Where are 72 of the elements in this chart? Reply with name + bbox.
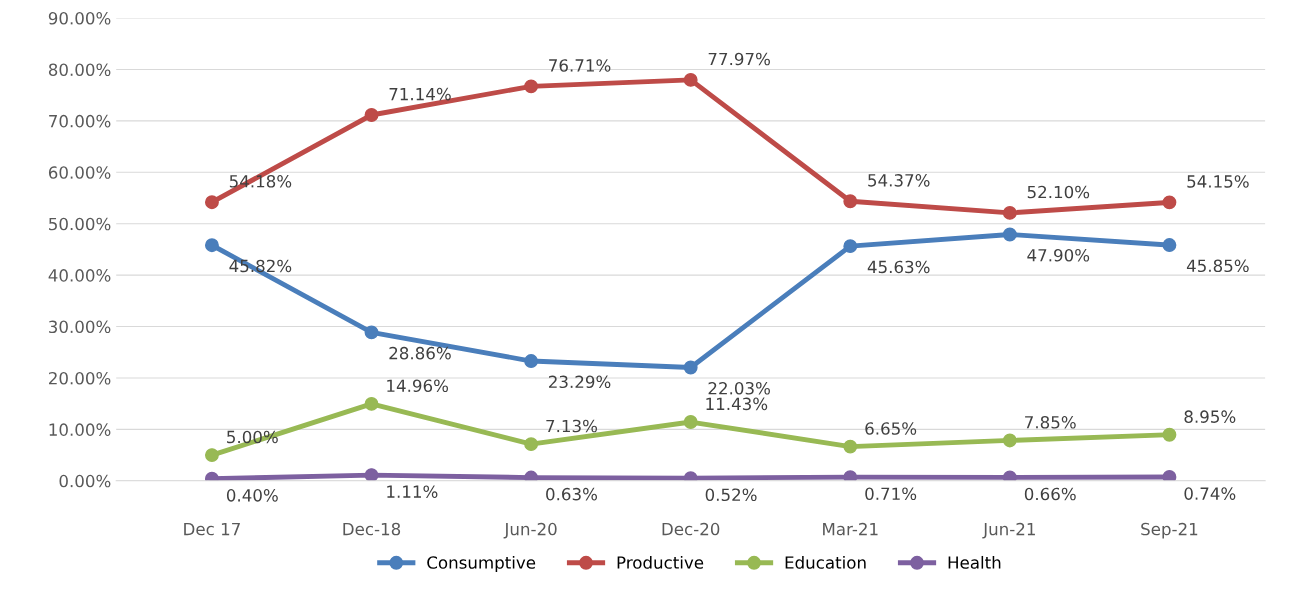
y-tick-label: 50.00% — [49, 217, 111, 231]
data-label: 52.10% — [1027, 185, 1090, 199]
data-label: 11.43% — [706, 397, 768, 411]
legend-label: Consumptive — [427, 555, 536, 573]
data-label: 0.40% — [226, 489, 278, 502]
x-tick-label: Mar-21 — [823, 522, 878, 536]
point — [1162, 195, 1177, 210]
point — [204, 195, 219, 210]
x-tick-label: Dec 17 — [184, 522, 240, 536]
point — [843, 470, 858, 481]
y-tick-label: 60.00% — [48, 166, 111, 179]
legend-label: Education — [785, 555, 866, 569]
point — [524, 354, 539, 368]
data-label: 0.63% — [546, 487, 598, 501]
y-tick-label: 20.00% — [49, 371, 111, 385]
y-tick-label: 90.00% — [48, 11, 111, 25]
point — [524, 79, 539, 94]
x-tick-label: Jun-20 — [503, 522, 557, 539]
point — [364, 468, 379, 481]
point — [683, 415, 698, 429]
point — [1002, 205, 1017, 220]
x-tick-label: Sep-21 — [1141, 522, 1198, 539]
data-label: 7.13% — [546, 419, 598, 433]
legend-label: Health — [948, 555, 1001, 569]
x-tick-label: Dec-20 — [662, 522, 720, 536]
point — [204, 448, 219, 463]
point — [843, 194, 858, 209]
point — [843, 439, 858, 454]
data-label: 54.15% — [1187, 175, 1249, 188]
data-label: 6.65% — [865, 422, 917, 435]
data-label: 77.97% — [708, 52, 770, 66]
point — [1002, 470, 1017, 481]
point — [524, 437, 539, 452]
point — [1162, 470, 1177, 481]
legend-label: Productive — [617, 555, 704, 569]
data-label: 14.96% — [387, 379, 449, 393]
y-tick-label: 30.00% — [49, 320, 111, 334]
point — [1162, 427, 1177, 442]
point — [364, 396, 379, 411]
x-tick-label: Dec-18 — [343, 522, 401, 536]
data-label: 47.90% — [1027, 248, 1090, 262]
data-label: 22.03% — [708, 381, 770, 395]
data-label: 0.71% — [865, 487, 917, 501]
y-tick-label: 70.00% — [49, 114, 111, 128]
point — [364, 325, 379, 340]
y-tick-label: 40.00% — [48, 269, 111, 282]
y-tick-label: 0.00% — [59, 474, 111, 488]
data-label: 54.37% — [868, 174, 930, 187]
point — [364, 108, 379, 122]
point — [683, 72, 698, 87]
data-label: 0.66% — [1024, 487, 1076, 501]
point — [843, 239, 858, 254]
data-label: 45.63% — [867, 260, 930, 274]
data-label: 71.14% — [389, 87, 451, 101]
y-tick-label: 80.00% — [48, 63, 111, 77]
x-tick-label: Jun-21 — [982, 522, 1035, 539]
data-label: 0.52% — [705, 488, 757, 502]
point — [683, 360, 698, 375]
point — [204, 238, 219, 253]
data-label: 7.85% — [1025, 416, 1076, 429]
data-label: 8.95% — [1184, 410, 1236, 423]
point — [1002, 433, 1017, 448]
y-tick-label: 10.00% — [49, 423, 111, 436]
data-label: 28.86% — [389, 346, 451, 360]
point — [1002, 227, 1017, 242]
data-label: 76.71% — [549, 59, 611, 72]
data-label: 23.29% — [548, 375, 611, 389]
point — [1162, 238, 1177, 252]
data-label: 1.11% — [387, 485, 438, 498]
data-label: 0.74% — [1184, 487, 1236, 500]
point — [524, 470, 539, 481]
data-label: 45.85% — [1186, 259, 1249, 273]
